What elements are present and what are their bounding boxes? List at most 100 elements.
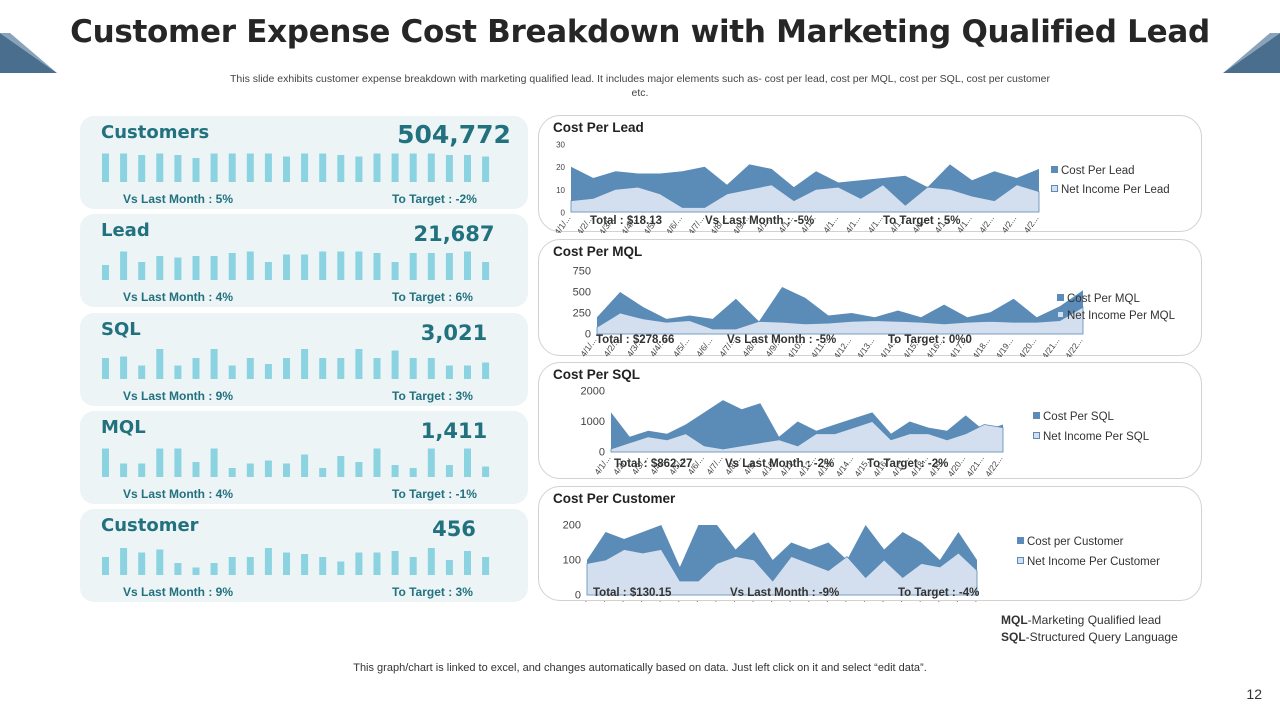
kpi-vs-last-month: Vs Last Month : 4% (123, 487, 234, 501)
kpi-bar (246, 153, 254, 182)
kpi-bar (337, 155, 345, 182)
chart-panel-cost-per-customer[interactable]: 01002004/1...4/2...4/3...4/4...4/5...4/6… (538, 486, 1203, 603)
kpi-bar (337, 358, 345, 379)
chart-panel-cost-per-lead[interactable]: 0 10 20 30 4/1/... 4/2/... 4/3/... 4/4/... 4/5/.… (538, 115, 1203, 234)
kpi-value: 456 (432, 517, 476, 541)
legend-item: Cost Per SQL (1033, 411, 1114, 423)
kpi-bar (301, 349, 309, 379)
kpi-bar (464, 448, 471, 477)
kpi-bar (283, 156, 290, 182)
x-tick-label: 4/7/... (704, 453, 724, 476)
kpi-bar (138, 552, 146, 575)
y-tick-label: 10 (556, 186, 565, 195)
kpi-bar (373, 253, 381, 280)
kpi-value: 21,687 (413, 222, 495, 246)
kpi-bar (228, 468, 236, 477)
x-tick-label: 4/1... (885, 596, 904, 602)
kpi-bar (283, 254, 290, 280)
kpi-value: 504,772 (397, 120, 511, 149)
series-area-net-income[interactable] (586, 549, 978, 596)
kpi-card-customers: Customers 504,772 Vs Last Month : 5% To … (80, 116, 528, 209)
kpi-bar (156, 549, 164, 575)
kpi-bar (301, 153, 309, 182)
kpi-bar (373, 153, 381, 182)
kpi-bar (120, 356, 128, 379)
chart-vs-last-month: Vs Last Month : -5% (705, 215, 815, 227)
kpi-bar (228, 557, 236, 575)
y-tick-label: 0 (561, 209, 566, 218)
kpi-bar (192, 567, 200, 575)
kpi-bar (283, 552, 290, 575)
x-tick-label: 4/22... (983, 453, 1005, 478)
kpi-bar (409, 468, 417, 477)
x-tick-label: 4/14... (834, 453, 856, 478)
chart-panel-cost-per-sql[interactable]: 0 1000 2000 4/1/... 4/2/... 4/3/... 4/4/... 4/5… (538, 362, 1202, 479)
chart-title: Cost Per Customer (553, 491, 676, 506)
x-tick-label: 4/5... (644, 596, 663, 602)
kpi-bar (102, 265, 109, 280)
legend-item: Cost Per Lead (1051, 165, 1135, 177)
legend-item: Net Income Per MQL (1057, 310, 1175, 322)
x-tick-label: 4/8... (700, 596, 719, 602)
kpi-bar (120, 548, 128, 575)
abbreviation-mql: MQL-Marketing Qualified lead (1001, 613, 1162, 627)
x-tick-label: 4/1... (821, 213, 840, 233)
area-chart-cost-per-sql[interactable]: 0100020004/1/...4/2/...4/3/...4/4/...4/5… (539, 363, 1203, 480)
x-tick-label: 4/7... (681, 596, 700, 602)
kpi-bar (482, 362, 490, 379)
x-tick-label: 4/1... (843, 213, 862, 233)
x-tick-label: 4/1/... (592, 453, 612, 476)
kpi-name: Lead (101, 220, 150, 241)
kpi-bar (445, 155, 453, 182)
x-tick-label: 4/1... (848, 596, 867, 602)
x-tick-label: 4/1... (792, 596, 811, 602)
x-tick-label: 4/20... (946, 453, 968, 478)
y-tick-label: 750 (573, 266, 591, 278)
kpi-name: Customers (101, 122, 210, 143)
kpi-bar (174, 365, 182, 379)
kpi-bar (464, 365, 471, 379)
kpi-to-target: To Target : 3% (392, 389, 473, 403)
series-area-net-income[interactable] (610, 421, 1004, 453)
kpi-bar (192, 358, 200, 379)
kpi-bar (409, 253, 417, 280)
x-tick-label: 4/1... (774, 596, 793, 602)
kpi-sparkbars (102, 548, 490, 575)
kpi-bar (373, 358, 381, 379)
x-tick-label: 4/2... (1022, 213, 1041, 233)
kpi-bar (391, 551, 399, 575)
chart-panel-cost-per-mql[interactable]: 0 250 500 750 4/1/... 4/2/... 4/3/... 4/4/... 4/… (538, 239, 1203, 358)
kpi-bar (355, 552, 363, 575)
kpi-bar (355, 251, 363, 280)
kpi-bar (264, 460, 272, 477)
y-tick-label: 30 (556, 141, 565, 150)
kpi-bar (210, 349, 218, 379)
kpi-bar (246, 251, 254, 280)
kpi-bar (246, 358, 254, 379)
series-area-net-income[interactable] (570, 184, 1040, 213)
area-chart-cost-per-customer[interactable]: 01002004/1...4/2...4/3...4/4...4/5...4/6… (539, 487, 1203, 603)
kpi-bar (337, 561, 345, 575)
kpi-bar (246, 557, 254, 575)
x-tick-label: 4/18... (970, 335, 992, 357)
series-area-net-income[interactable] (596, 306, 1084, 335)
kpi-card-mql: MQL 1,411 Vs Last Month : 4% To Target :… (80, 411, 528, 504)
kpi-bar (445, 560, 453, 575)
kpi-vs-last-month: Vs Last Month : 5% (123, 192, 234, 206)
x-tick-label: 4/2... (960, 596, 979, 602)
kpi-bar (102, 448, 109, 477)
kpi-vs-last-month: Vs Last Month : 4% (123, 290, 234, 304)
slide-title: Customer Expense Cost Breakdown with Mar… (70, 14, 1210, 50)
kpi-bar (337, 251, 345, 280)
x-tick-label: 4/4... (625, 596, 644, 602)
x-tick-label: 4/1... (867, 596, 886, 602)
page-number: 12 (1246, 686, 1262, 702)
chart-to-target: To Target : -2% (867, 458, 949, 470)
x-tick-label: 4/1... (904, 596, 923, 602)
kpi-bar (120, 153, 128, 182)
x-tick-label: 4/1... (830, 596, 849, 602)
legend-item: Net Income Per Customer (1017, 556, 1160, 568)
chart-title: Cost Per Lead (553, 120, 644, 135)
